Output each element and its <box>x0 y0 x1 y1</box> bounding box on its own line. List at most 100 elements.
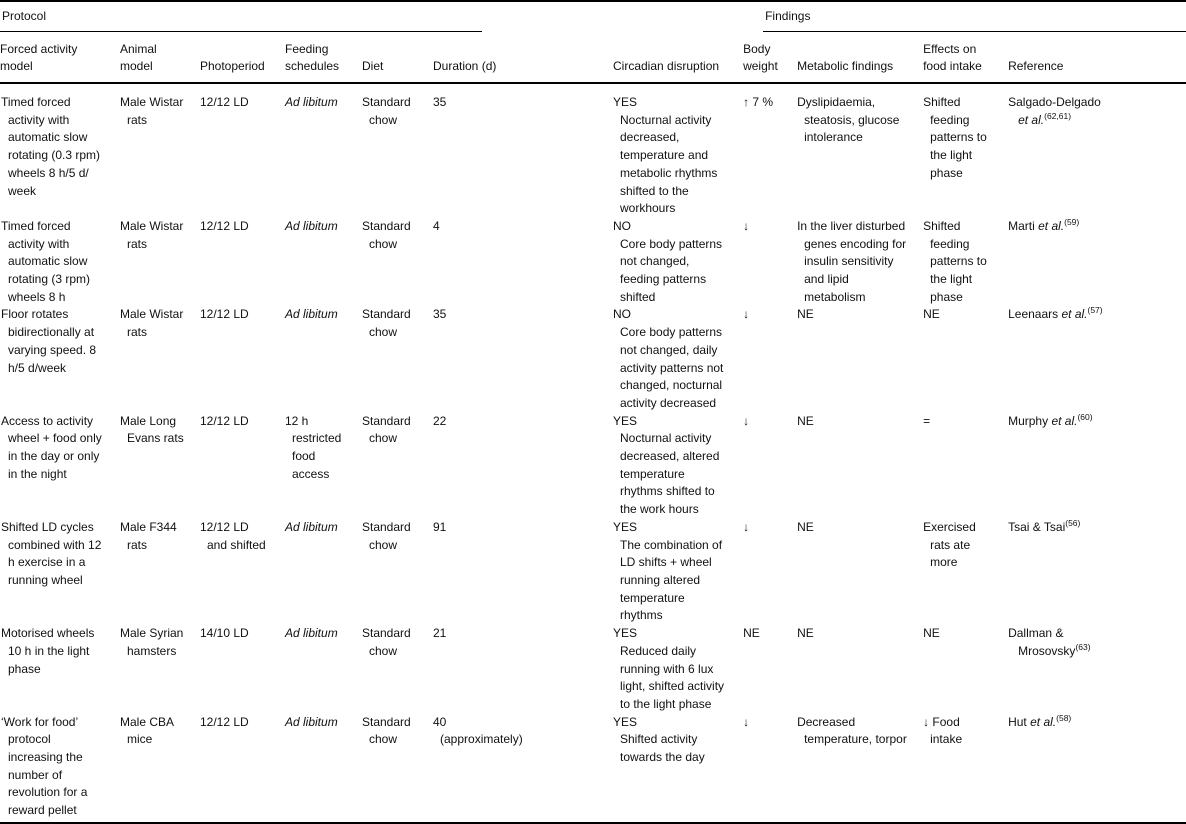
cell-duration: 22 <box>433 413 447 428</box>
cell-diet: Standard chow <box>362 519 411 552</box>
circadian-detail: Core body patterns not changed, feeding … <box>620 236 723 304</box>
cell-body-weight: ↓ <box>743 714 750 729</box>
cell-feeding: Ad libitum <box>285 519 338 534</box>
circadian-answer: YES <box>613 626 638 641</box>
cell-circadian: YES Reduced daily running with 6 lux ligh… <box>613 625 743 714</box>
cell-effects: NE <box>923 307 940 322</box>
cell-circadian: NO Core body patterns not changed, daily … <box>613 306 743 412</box>
cell-circadian: YES The combination of LD shifts + wheel … <box>613 519 743 625</box>
circadian-detail: Shifted activity towards the day <box>620 732 705 765</box>
cell-reference: Leenaars et al.(57) <box>1008 305 1103 322</box>
cell-duration: 91 <box>433 519 447 534</box>
cell-duration: 35 <box>433 307 447 322</box>
col-header-body-weight: Body weight <box>743 41 778 74</box>
column-header-row: Forced activity model Animal model Photo… <box>0 32 1186 83</box>
col-header-effects-food-intake: Effects on food intake <box>923 41 982 74</box>
cell-photoperiod: 12/12 LD <box>200 413 249 428</box>
table-row: Shifted LD cycles combined with 12 h exe… <box>0 519 1186 625</box>
circadian-detail: Core body patterns not changed, daily ac… <box>620 325 724 410</box>
cell-photoperiod: 12/12 LD <box>200 307 249 322</box>
cell-animal: Male F344 rats <box>120 519 177 552</box>
table-row: Access to activity wheel + food only in … <box>0 411 1186 519</box>
col-header-duration: Duration (d) <box>433 59 497 74</box>
col-header-reference: Reference <box>1008 59 1064 74</box>
circadian-answer: YES <box>613 413 638 428</box>
cell-metabolic: Decreased temperature, torpor <box>797 714 907 747</box>
cell-effects: ↓ Food intake <box>923 714 963 747</box>
cell-feeding: Ad libitum <box>285 307 338 322</box>
cell-diet: Standard chow <box>362 307 411 340</box>
table-row: Floor rotates bidirectionally at varying… <box>0 306 1186 412</box>
cell-feeding: Ad libitum <box>285 626 338 641</box>
col-header-forced-activity-model: Forced activity model <box>0 41 78 74</box>
group-protocol: Protocol <box>0 1 743 32</box>
cell-photoperiod: 14/10 LD <box>200 626 249 641</box>
circadian-detail: The combination of LD shifts + wheel run… <box>620 537 723 623</box>
group-findings-label: Findings <box>765 8 811 23</box>
table-row: ‘Work for food’ protocol increasing the … <box>0 713 1186 823</box>
cell-reference: Salgado-Delgado et al.(62,61) <box>1008 95 1101 127</box>
cell-photoperiod: 12/12 LD <box>200 218 249 233</box>
cell-metabolic: Dyslipidaemia, steatosis, glucose intole… <box>797 95 900 145</box>
col-header-animal-model: Animal model <box>120 41 157 74</box>
cell-body-weight: ↓ <box>743 307 750 322</box>
cell-diet: Standard chow <box>362 95 411 127</box>
cell-circadian: NO Core body patterns not changed, feedin… <box>613 218 743 307</box>
cell-reference: Murphy et al.(60) <box>1008 411 1093 428</box>
cell-circadian: YES Shifted activity towards the day <box>613 714 743 823</box>
group-findings: Findings <box>743 1 1186 32</box>
circadian-detail: Reduced daily running with 6 lux light, … <box>620 643 725 711</box>
col-header-diet: Diet <box>362 59 384 74</box>
cell-body-weight: ↑ 7 % <box>743 95 774 109</box>
cell-model: ‘Work for food’ protocol increasing the … <box>1 714 88 818</box>
circadian-detail: Nocturnal activity decreased, altered te… <box>620 431 720 517</box>
cell-duration: 40 (approximately) <box>433 714 523 747</box>
cell-effects: NE <box>923 626 940 641</box>
cell-photoperiod: 12/12 LD and shifted <box>200 519 266 552</box>
cell-animal: Male Wistar rats <box>120 307 184 340</box>
cell-metabolic: In the liver disturbed genes encoding fo… <box>797 218 907 304</box>
cell-photoperiod: 12/12 LD <box>200 714 249 729</box>
cell-animal: Male Wistar rats <box>120 95 184 127</box>
cell-reference: Marti et al.(59) <box>1008 216 1080 233</box>
table-row: Motorised wheels 10 h in the light phase… <box>0 625 1186 714</box>
cell-effects: = <box>923 413 931 428</box>
cell-feeding: Ad libitum <box>285 95 338 109</box>
cell-duration: 4 <box>433 218 440 233</box>
cell-diet: Standard chow <box>362 626 411 658</box>
circadian-answer: NO <box>613 307 631 322</box>
cell-feeding: 12 h restricted food access <box>285 413 342 481</box>
cell-feeding: Ad libitum <box>285 714 338 729</box>
cell-model: Floor rotates bidirectionally at varying… <box>1 307 97 375</box>
circadian-answer: YES <box>613 519 638 534</box>
cell-model: Shifted LD cycles combined with 12 h exe… <box>1 519 102 587</box>
cell-duration: 35 <box>433 95 447 109</box>
cell-model: Access to activity wheel + food only in … <box>1 413 102 481</box>
col-header-feeding-schedules: Feeding schedules <box>285 41 340 74</box>
cell-body-weight: ↓ <box>743 218 750 233</box>
table-row: Timed forced activity with automatic slo… <box>0 83 1186 218</box>
table-row: Timed forced activity with automatic slo… <box>0 218 1186 307</box>
group-protocol-label: Protocol <box>2 8 47 23</box>
col-header-metabolic-findings: Metabolic findings <box>797 59 894 74</box>
cell-animal: Male CBA mice <box>120 714 175 747</box>
cell-effects: Exercised rats ate more <box>923 519 976 570</box>
cell-reference: Tsai & Tsai(56) <box>1008 517 1081 534</box>
cell-animal: Male Long Evans rats <box>120 413 184 446</box>
cell-animal: Male Syrian hamsters <box>120 626 184 658</box>
cell-duration: 21 <box>433 626 447 641</box>
group-header-row: Protocol Findings <box>0 1 1186 32</box>
circadian-answer: NO <box>613 218 631 233</box>
cell-body-weight: NE <box>743 626 760 641</box>
cell-metabolic: NE <box>797 519 814 534</box>
cell-animal: Male Wistar rats <box>120 218 184 251</box>
cell-feeding: Ad libitum <box>285 218 338 233</box>
cell-model: Motorised wheels 10 h in the light phase <box>1 626 95 676</box>
circadian-detail: Nocturnal activity decreased, temperatur… <box>620 112 718 216</box>
cell-circadian: YES Nocturnal activity decreased, tempera… <box>613 83 743 218</box>
cell-photoperiod: 12/12 LD <box>200 95 249 109</box>
cell-diet: Standard chow <box>362 714 411 747</box>
circadian-answer: YES <box>613 714 638 729</box>
